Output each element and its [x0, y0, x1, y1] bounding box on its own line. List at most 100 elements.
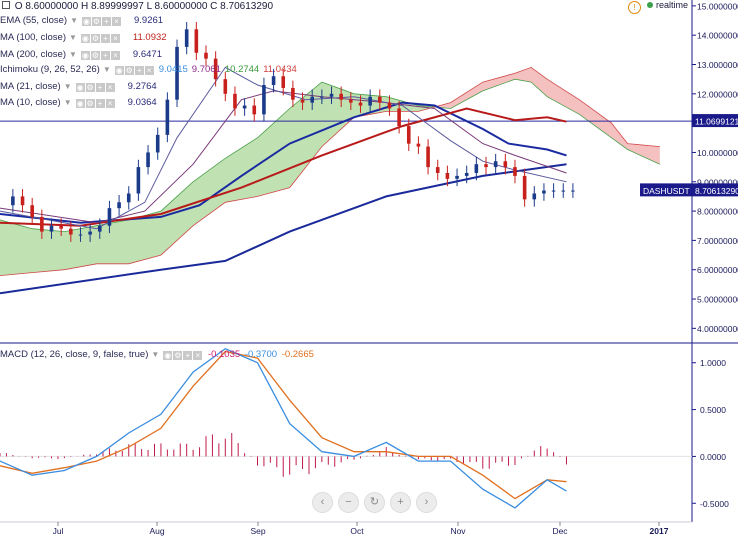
candle-body	[455, 175, 459, 179]
candle-body	[532, 193, 537, 200]
indicator-controls[interactable]: ◉ ⚙ + ×	[75, 96, 116, 110]
time-tick-label: Oct	[350, 526, 364, 536]
price-tick-label: 6.00000000	[697, 265, 738, 275]
scroll-right-button[interactable]: ›	[416, 492, 437, 513]
time-tick-label: Sep	[250, 526, 265, 536]
symbol-label: DASHUSDT	[643, 186, 690, 196]
chevron-down-icon[interactable]: ▼	[63, 98, 72, 107]
candle-body	[69, 228, 73, 235]
candle-body	[281, 76, 286, 88]
candle-body	[40, 216, 44, 232]
candle-body	[310, 96, 315, 103]
collapse-icon[interactable]	[2, 1, 10, 9]
indicator-controls[interactable]: ◉ ⚙ + ×	[163, 348, 203, 362]
candle-body	[97, 225, 102, 232]
price-tick-label: 8.00000000	[697, 207, 738, 217]
chevron-down-icon[interactable]: ▼	[70, 16, 78, 25]
chevron-down-icon[interactable]: ▼	[69, 33, 77, 42]
time-tick-label: 2017	[650, 526, 669, 536]
macd-legend[interactable]: MACD (12, 26, close, 9, false, true) ▼ ◉ ⚙ +…	[0, 348, 314, 362]
macd-tick-label: 0.5000	[700, 405, 726, 415]
series-line	[0, 101, 567, 224]
chart-navigation: ‹ − ↻ + ›	[312, 492, 442, 513]
indicator-controls[interactable]: ◉ ⚙ + ×	[80, 48, 121, 62]
candle-body	[233, 93, 237, 109]
candle-body	[522, 175, 527, 200]
zoom-in-button[interactable]: +	[390, 492, 411, 513]
candle-body	[242, 105, 247, 109]
chevron-down-icon[interactable]: ▼	[69, 50, 77, 59]
indicator-controls[interactable]: ◉ ⚙ + ×	[114, 63, 155, 77]
candle-body	[126, 193, 131, 203]
candle-body	[213, 58, 218, 80]
macd-legend-name: MACD (12, 26, close, 9, false, true)	[0, 349, 149, 360]
candle-body	[571, 190, 575, 192]
status-dot-icon	[646, 2, 653, 8]
candle-body	[426, 146, 430, 168]
legend-row[interactable]: MA (100, close) ▼ ◉ ⚙ + × 11.0932	[0, 31, 167, 45]
candle-body	[300, 99, 305, 103]
series-line	[0, 90, 567, 224]
ichimoku-span-a	[0, 78, 660, 233]
candle-body	[117, 202, 121, 209]
candle-body	[155, 134, 160, 153]
candle-body	[329, 93, 334, 97]
candle-body	[435, 167, 440, 173]
candle-body	[358, 102, 363, 106]
price-tick-label: 15.0000000	[697, 1, 738, 11]
scroll-left-button[interactable]: ‹	[312, 492, 333, 513]
warning-icon[interactable]: !	[627, 1, 641, 14]
series-line	[0, 66, 567, 230]
macd-tick-label: 0.0000	[700, 452, 726, 462]
price-tick-label: 4.00000000	[697, 324, 738, 334]
time-tick-label: Dec	[552, 526, 568, 536]
realtime-status: ! realtime	[627, 0, 688, 14]
legend-row[interactable]: MA (200, close) ▼ ◉ ⚙ + × 9.6471	[0, 48, 162, 62]
price-tick-label: 5.00000000	[697, 295, 738, 305]
legend-row[interactable]: Ichimoku (9, 26, 52, 26) ▼ ◉ ⚙ + × 9.0415 9.706…	[0, 63, 297, 77]
legend-row[interactable]: EMA (55, close) ▼ ◉ ⚙ + × 9.9261	[0, 14, 163, 28]
legend-name: MA (10, close)	[0, 97, 61, 108]
candle-body	[551, 190, 556, 192]
legend-row[interactable]: MA (10, close) ▼ ◉ ⚙ + × 9.0364	[0, 96, 157, 110]
chevron-down-icon[interactable]: ▼	[151, 350, 160, 359]
candle-body	[377, 96, 382, 103]
reset-button[interactable]: ↻	[364, 492, 385, 513]
macd-tick-label: 1.0000	[700, 358, 726, 368]
zoom-out-button[interactable]: −	[338, 492, 359, 513]
macd-value-signal: -0.2665	[281, 349, 314, 360]
candle-body	[416, 143, 421, 147]
realtime-label: realtime	[655, 0, 688, 10]
candle-body	[184, 29, 189, 47]
legend-name: MA (21, close)	[0, 81, 61, 92]
price-tick-label: 12.0000000	[697, 89, 738, 99]
candle-body	[262, 85, 266, 115]
candle-body	[493, 161, 498, 168]
ichimoku-cloud-bull	[0, 82, 435, 276]
macd-signal-line	[0, 350, 567, 500]
candle-body	[503, 161, 508, 168]
ohlc-close: C 8.70613290	[210, 1, 274, 12]
legend-value: 9.2764	[127, 81, 157, 92]
candle-body	[291, 87, 295, 100]
legend-value: 9.0364	[127, 97, 157, 108]
last-price-label: 8.70613290	[695, 186, 738, 196]
candle-body	[107, 208, 112, 226]
candle-body	[445, 172, 450, 179]
candle-body	[11, 196, 15, 206]
legend-value: 9.6471	[132, 49, 162, 60]
candle-body	[368, 96, 372, 106]
indicator-controls[interactable]: ◉ ⚙ + ×	[80, 31, 121, 45]
candle-body	[78, 234, 83, 236]
indicator-controls[interactable]: ◉ ⚙ + ×	[75, 80, 116, 94]
indicator-controls[interactable]: ◉ ⚙ + ×	[81, 14, 122, 28]
hline-price-label: 11.0699121	[695, 117, 738, 127]
candle-body	[223, 79, 228, 94]
legend-row[interactable]: MA (21, close) ▼ ◉ ⚙ + × 9.2764	[0, 80, 157, 94]
candle-body	[59, 225, 63, 229]
chevron-down-icon[interactable]: ▼	[102, 65, 111, 74]
ohlc-low: L 8.60000000	[146, 1, 208, 12]
candle-body	[464, 172, 469, 176]
chevron-down-icon[interactable]: ▼	[63, 82, 72, 91]
